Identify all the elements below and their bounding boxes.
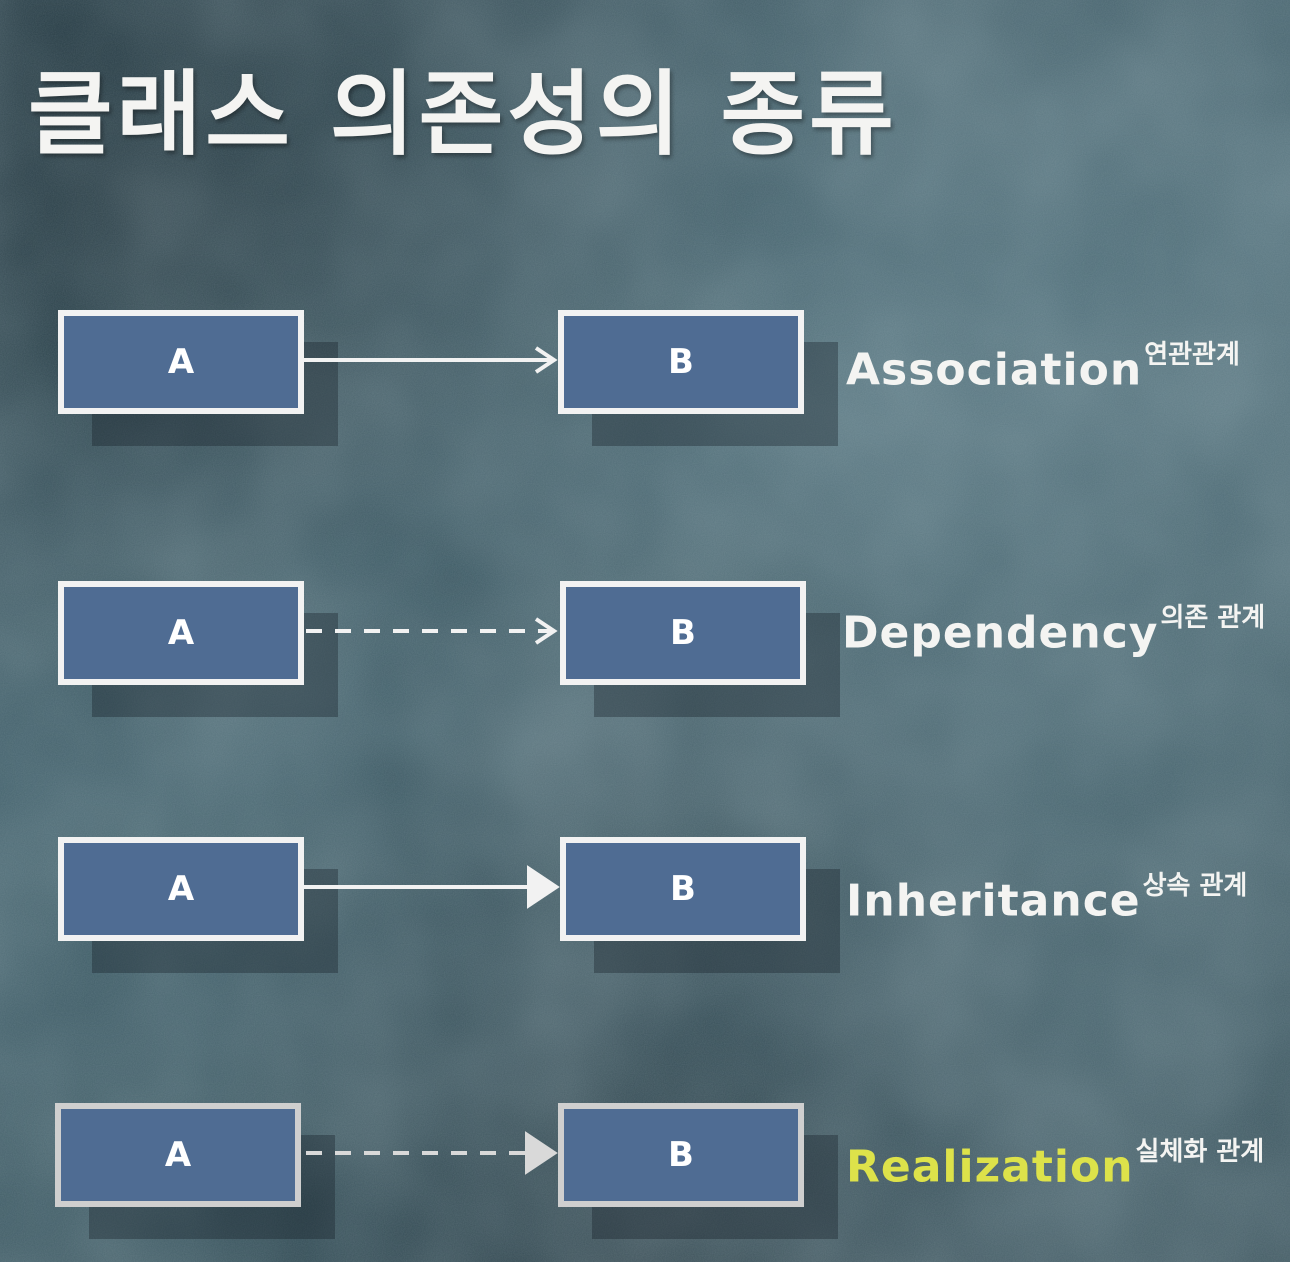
class-box-a: A (58, 310, 304, 414)
class-box-a: A (58, 837, 304, 941)
relation-korean-name: 의존 관계 (1160, 603, 1266, 633)
relation-name: Dependency (842, 607, 1159, 659)
relation-label-realization: Realization실체화 관계 (846, 1137, 1264, 1193)
relation-korean-name: 실체화 관계 (1135, 1137, 1265, 1167)
page-title: 클래스 의존성의 종류 (28, 61, 898, 168)
class-box-b: B (558, 310, 804, 414)
class-box-b: B (560, 581, 806, 685)
relation-label-inheritance: Inheritance상속 관계 (846, 871, 1247, 927)
class-box-b: B (558, 1103, 804, 1207)
relation-row-association: A B Association연관관계 (0, 310, 1290, 420)
class-box-a: A (55, 1103, 301, 1207)
association-arrow (304, 346, 558, 374)
dependency-arrow (306, 617, 558, 645)
relation-name: Association (846, 344, 1143, 396)
relation-korean-name: 상속 관계 (1142, 871, 1248, 901)
relation-label-association: Association연관관계 (846, 340, 1240, 396)
relation-name: Inheritance (846, 875, 1141, 927)
realization-arrow (306, 1131, 558, 1175)
inheritance-arrow (304, 865, 560, 909)
relation-row-dependency: A B Dependency의존 관계 (0, 581, 1290, 691)
relation-row-realization: A B Realization실체화 관계 (0, 1103, 1290, 1213)
relation-name: Realization (846, 1141, 1134, 1193)
class-box-a: A (58, 581, 304, 685)
relation-korean-name: 연관관계 (1144, 340, 1240, 370)
class-box-b: B (560, 837, 806, 941)
relation-row-inheritance: A B Inheritance상속 관계 (0, 837, 1290, 947)
relation-label-dependency: Dependency의존 관계 (842, 603, 1265, 659)
